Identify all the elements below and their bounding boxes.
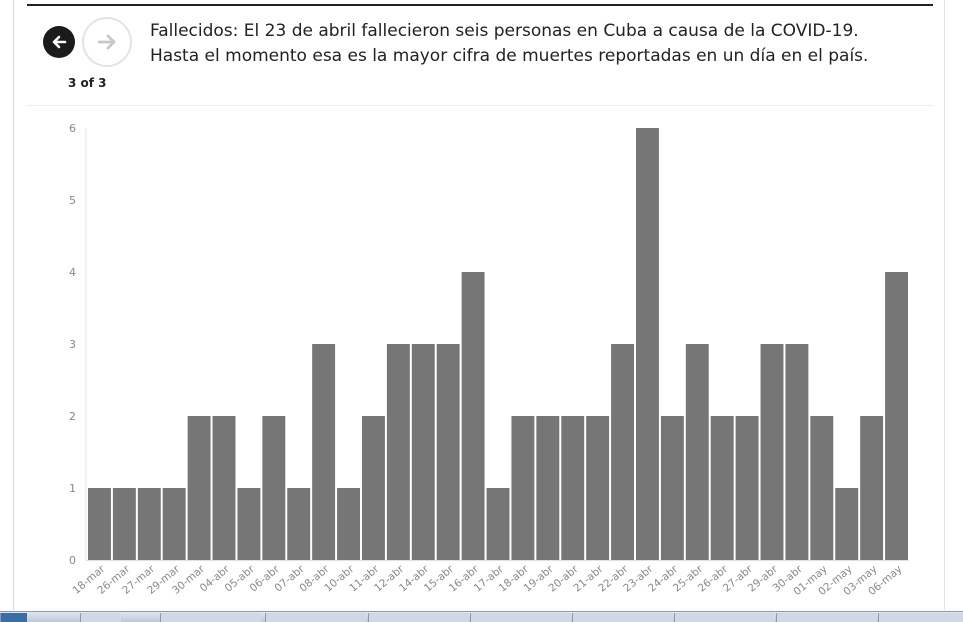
taskbar [0,611,963,622]
bar [685,344,709,560]
frame-left-border [13,0,14,610]
bar [511,416,535,560]
taskbar-item[interactable] [265,613,366,622]
bar [262,416,286,560]
bar [386,344,410,560]
bar [710,416,734,560]
start-button[interactable] [0,613,27,622]
bar [137,488,161,560]
bar [312,344,336,560]
arrow-right-icon [97,34,116,50]
y-tick-label: 3 [69,338,76,351]
bar [586,416,610,560]
header-divider [27,105,933,106]
bar [237,488,261,560]
arrow-left-icon [52,35,67,49]
frame-right-border [944,0,945,610]
bar [212,416,236,560]
y-tick-label: 1 [69,482,76,495]
bar [810,416,834,560]
y-tick-label: 2 [69,410,76,423]
bar [885,272,908,560]
bar [536,416,560,560]
bar [785,344,809,560]
next-slide-button[interactable] [82,17,132,67]
bar [835,488,859,560]
bar [486,488,510,560]
taskbar-item[interactable] [776,613,877,622]
bar [187,416,211,560]
bar [611,344,634,560]
taskbar-item[interactable] [80,613,121,622]
bar [461,272,485,560]
slide-caption: Fallecidos: El 23 de abril fallecieron s… [150,21,869,66]
bar [162,488,186,560]
bar [760,344,784,560]
y-tick-label: 5 [69,194,76,207]
bar [88,488,111,560]
bar [860,416,884,560]
taskbar-item[interactable] [470,613,571,622]
bar [561,416,585,560]
taskbar-item[interactable] [160,613,261,622]
bar [411,344,435,560]
previous-slide-button[interactable] [43,26,75,58]
top-rule [27,4,933,6]
slide-counter: 3 of 3 [68,76,107,90]
taskbar-item[interactable] [878,613,963,622]
y-tick-label: 6 [69,122,76,135]
bar [735,416,759,560]
bar [287,488,311,560]
bar [362,416,385,560]
y-tick-label: 0 [69,554,76,567]
bar [436,344,460,560]
taskbar-item[interactable] [572,613,673,622]
taskbar-item[interactable] [368,613,469,622]
bar [636,128,659,560]
bar [112,488,136,560]
y-tick-label: 4 [69,266,76,279]
bar [660,416,684,560]
taskbar-item[interactable] [674,613,775,622]
bar [337,488,360,560]
